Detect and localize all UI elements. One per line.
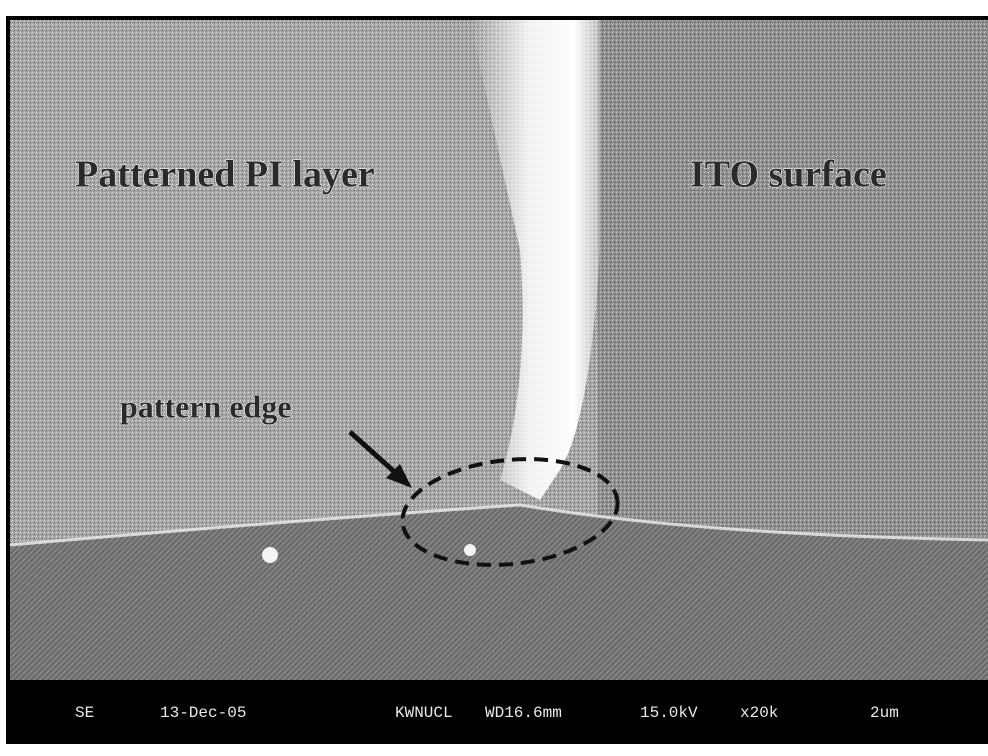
info-text: KWNUCL <box>395 704 453 722</box>
annotation-label: pattern edge <box>120 388 292 424</box>
info-text: x20k <box>740 704 778 722</box>
sem-image: Patterned PI layer ITO surface pattern e… <box>0 0 988 756</box>
info-text: 13-Dec-05 <box>160 704 246 722</box>
particle <box>464 544 476 556</box>
region-label: Patterned PI layer <box>75 154 375 196</box>
region-label: ITO surface <box>690 154 887 196</box>
ito-region <box>598 20 988 560</box>
info-text: SE <box>75 704 94 722</box>
info-text: 15.0kV <box>640 704 698 722</box>
info-text: WD16.6mm <box>485 704 562 722</box>
particle <box>262 547 278 563</box>
info-text: 2um <box>870 704 899 722</box>
